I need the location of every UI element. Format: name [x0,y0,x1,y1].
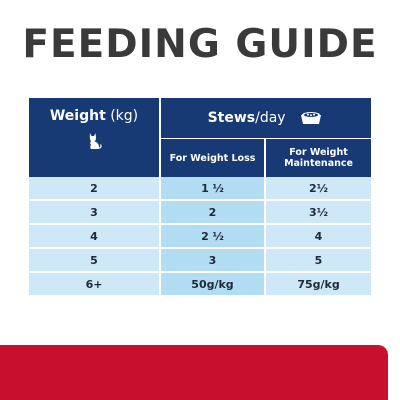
loss-cell: 2 ½ [160,224,266,249]
table-row: 3 2 3½ [29,200,372,225]
maintenance-cell: 2½ [265,177,372,201]
maintenance-cell: 4 [265,224,372,249]
maint-label: Weight Maintenance [284,147,353,169]
loss-cell: 1 ½ [160,177,266,201]
feeding-table: Weight (kg) Stews/day For Weight Loss Fo… [29,98,372,297]
weight-loss-header: For Weight Loss [160,138,266,177]
table-row: 2 1 ½ 2½ [29,177,372,201]
loss-prefix: For [169,152,191,164]
food-bowl-icon [301,112,322,124]
red-banner [0,345,388,400]
table-row: 5 3 5 [29,248,372,273]
loss-label: Weight Loss [190,152,256,164]
weight-header-unit: (kg) [105,108,139,124]
maint-prefix: For [289,147,310,158]
weight-cell: 5 [29,248,161,273]
page-title: FEEDING GUIDE [22,22,378,67]
weight-cell: 2 [29,177,161,201]
stews-header-label: Stews [207,110,256,126]
loss-cell: 3 [160,248,266,273]
table-row: 4 2 ½ 4 [29,224,372,249]
weight-header: Weight (kg) [29,98,161,177]
weight-cell: 6+ [29,272,161,297]
maintenance-cell: 3½ [265,200,372,225]
table-row: 6+ 50g/kg 75g/kg [29,272,372,297]
loss-cell: 50g/kg [160,272,266,297]
cat-icon [89,133,102,149]
weight-cell: 4 [29,224,161,249]
loss-cell: 2 [160,200,266,225]
stews-header-unit: /day [255,110,286,126]
weight-maintenance-header: For Weight Maintenance [265,138,372,177]
stews-header: Stews/day [160,98,372,139]
weight-cell: 3 [29,200,161,225]
weight-header-label: Weight [49,108,106,124]
maintenance-cell: 5 [265,248,372,273]
maintenance-cell: 75g/kg [265,272,372,297]
